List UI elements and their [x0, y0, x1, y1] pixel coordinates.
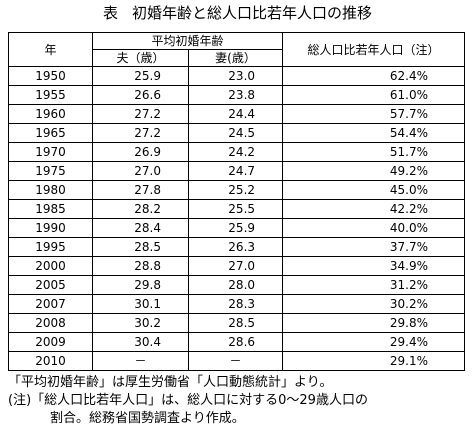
wife-age-cell: 26.3	[187, 237, 284, 257]
young-ratio-cell: 54.4%	[282, 123, 466, 143]
footnote-definition: (注)「総人口比若年人口」は、総人口に対する0～29歳人口の	[8, 393, 368, 408]
table-row: 1975 27.0 24.7 49.2%	[8, 161, 466, 181]
header-average-first-marriage-age: 平均初婚年齢	[91, 32, 284, 50]
wife-age-cell: 28.6	[187, 332, 284, 352]
wife-age-cell: －	[187, 351, 284, 371]
young-ratio-cell: 31.2%	[282, 275, 466, 295]
young-ratio-cell: 42.2%	[282, 199, 466, 219]
year-cell: 2010	[8, 351, 93, 371]
table-row: 1960 27.2 24.4 57.7%	[8, 104, 466, 124]
wife-age-cell: 28.5	[187, 313, 284, 333]
year-cell: 1970	[8, 142, 93, 162]
husband-age-cell: 25.9	[92, 66, 189, 86]
table-row: 2007 30.1 28.3 30.2%	[8, 294, 466, 314]
table-row: 1980 27.8 25.2 45.0%	[8, 180, 466, 200]
young-ratio-cell: 29.4%	[282, 332, 466, 352]
table-row: 1995 28.5 26.3 37.7%	[8, 237, 466, 257]
husband-age-cell: 30.2	[92, 313, 189, 333]
header-husband: 夫（歳）	[92, 49, 189, 67]
table-row: 1985 28.2 25.5 42.2%	[8, 199, 466, 219]
young-ratio-cell: 37.7%	[282, 237, 466, 257]
wife-age-cell: 24.7	[187, 161, 284, 181]
wife-age-cell: 28.0	[187, 275, 284, 295]
header-wife: 妻(歳）	[187, 49, 284, 67]
year-cell: 2008	[8, 313, 93, 333]
young-ratio-cell: 61.0%	[282, 85, 466, 105]
table-title: 表初婚年齢と総人口比若年人口の推移	[0, 2, 475, 24]
husband-age-cell: －	[92, 351, 189, 371]
table-row: 1990 28.4 25.9 40.0%	[8, 218, 466, 238]
husband-age-cell: 26.6	[92, 85, 189, 105]
husband-age-cell: 28.2	[92, 199, 189, 219]
table-row: 1950 25.9 23.0 62.4%	[8, 66, 466, 86]
young-ratio-cell: 34.9%	[282, 256, 466, 276]
husband-age-cell: 27.2	[92, 104, 189, 124]
young-ratio-cell: 29.8%	[282, 313, 466, 333]
year-cell: 1995	[8, 237, 93, 257]
husband-age-cell: 28.4	[92, 218, 189, 238]
wife-age-cell: 24.5	[187, 123, 284, 143]
wife-age-cell: 23.8	[187, 85, 284, 105]
young-ratio-cell: 40.0%	[282, 218, 466, 238]
year-cell: 2000	[8, 256, 93, 276]
footnotes: 「平均初婚年齢」は厚生労働省「人口動態統計」より。 (注)「総人口比若年人口」は…	[8, 374, 473, 428]
table-body: 1950 25.9 23.0 62.4% 1955 26.6 23.8 61.0% 1960 27…	[8, 66, 466, 371]
wife-age-cell: 25.5	[187, 199, 284, 219]
wife-age-cell: 24.2	[187, 142, 284, 162]
year-cell: 1965	[8, 123, 93, 143]
table-row: 2008 30.2 28.5 29.8%	[8, 313, 466, 333]
year-cell: 2007	[8, 294, 93, 314]
wife-age-cell: 28.3	[187, 294, 284, 314]
table-label: 表	[102, 4, 118, 22]
husband-age-cell: 27.0	[92, 161, 189, 181]
wife-age-cell: 25.2	[187, 180, 284, 200]
marriage-age-table: 年 平均初婚年齢 総人口比若年人口（注） 夫（歳） 妻(歳） 1950 25.9 2…	[8, 32, 466, 371]
wife-age-cell: 23.0	[187, 66, 284, 86]
header-year: 年	[8, 32, 93, 67]
husband-age-cell: 28.8	[92, 256, 189, 276]
table-title-text: 初婚年齢と総人口比若年人口の推移	[132, 4, 373, 22]
wife-age-cell: 25.9	[187, 218, 284, 238]
year-cell: 2005	[8, 275, 93, 295]
table-row: 2010 －－ 29.1%	[8, 351, 466, 371]
young-ratio-cell: 30.2%	[282, 294, 466, 314]
husband-age-cell: 29.8	[92, 275, 189, 295]
young-ratio-cell: 49.2%	[282, 161, 466, 181]
year-cell: 1950	[8, 66, 93, 86]
table-row: 1955 26.6 23.8 61.0%	[8, 85, 466, 105]
wife-age-cell: 24.4	[187, 104, 284, 124]
husband-age-cell: 26.9	[92, 142, 189, 162]
year-cell: 1985	[8, 199, 93, 219]
husband-age-cell: 30.4	[92, 332, 189, 352]
footnote-definition-cont: 割合。総務省国勢調査より作成。	[50, 411, 245, 426]
table-row: 2000 28.8 27.0 34.9%	[8, 256, 466, 276]
young-ratio-cell: 62.4%	[282, 66, 466, 86]
husband-age-cell: 30.1	[92, 294, 189, 314]
young-ratio-cell: 57.7%	[282, 104, 466, 124]
husband-age-cell: 27.2	[92, 123, 189, 143]
table-row: 2005 29.8 28.0 31.2%	[8, 275, 466, 295]
year-cell: 1960	[8, 104, 93, 124]
husband-age-cell: 27.8	[92, 180, 189, 200]
table-row: 2009 30.4 28.6 29.4%	[8, 332, 466, 352]
footnote-source: 「平均初婚年齢」は厚生労働省「人口動態統計」より。	[8, 375, 333, 390]
year-cell: 1955	[8, 85, 93, 105]
table-row: 1965 27.2 24.5 54.4%	[8, 123, 466, 143]
husband-age-cell: 28.5	[92, 237, 189, 257]
young-ratio-cell: 51.7%	[282, 142, 466, 162]
year-cell: 1980	[8, 180, 93, 200]
young-ratio-cell: 29.1%	[282, 351, 466, 371]
table-row: 1970 26.9 24.2 51.7%	[8, 142, 466, 162]
table-header: 年 平均初婚年齢 総人口比若年人口（注） 夫（歳） 妻(歳）	[8, 32, 466, 67]
year-cell: 1975	[8, 161, 93, 181]
header-young-population-ratio: 総人口比若年人口（注）	[282, 32, 466, 67]
year-cell: 2009	[8, 332, 93, 352]
wife-age-cell: 27.0	[187, 256, 284, 276]
young-ratio-cell: 45.0%	[282, 180, 466, 200]
year-cell: 1990	[8, 218, 93, 238]
